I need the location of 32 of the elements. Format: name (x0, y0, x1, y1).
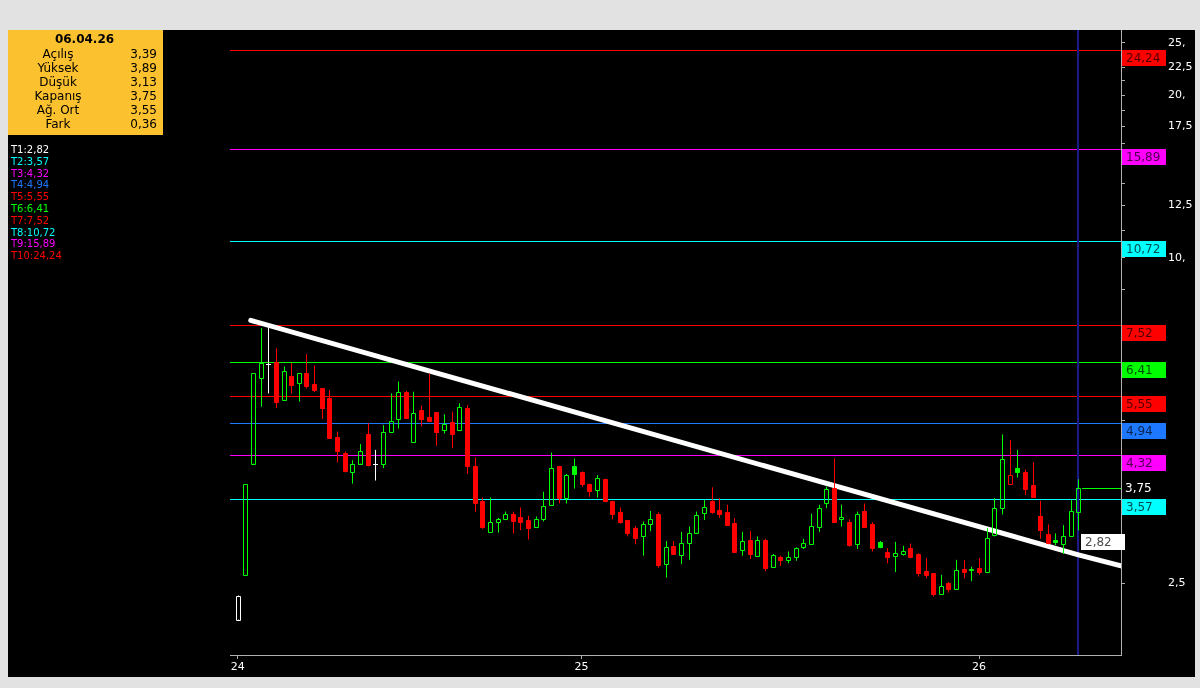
annotation: 5,55 (1126, 396, 1153, 411)
annotation: 4,32 (1126, 455, 1153, 470)
data-label: 2,82 (1085, 534, 1112, 549)
x-tick-label: 24 (230, 660, 245, 674)
annotation: 10,72 (1126, 241, 1161, 256)
annotation: 4,94 (1126, 423, 1153, 438)
annotation: 7,52 (1126, 325, 1153, 340)
annotation: 15,89 (1126, 149, 1161, 164)
ref-line-label: T4:4,94 (11, 179, 51, 192)
y-tick-label: 22,5 (1168, 60, 1193, 74)
y-tick-label: 12,5 (1168, 198, 1193, 212)
annotation: 24,24 (1126, 50, 1161, 65)
ref-line-label: T2:3,57 (11, 155, 51, 168)
ref-line-label: T9:15,89 (11, 238, 57, 251)
y-tick-label: 20, (1168, 88, 1186, 101)
y-tick-label: 10, (1168, 250, 1186, 264)
y-tick-label: 2,5 (1168, 575, 1186, 589)
text: T1:2,82 (11, 144, 51, 156)
ref-line-label: T8:10,72 (11, 226, 57, 239)
y-tick-label: 25, (1168, 35, 1186, 49)
annotation: 6,41 (1126, 362, 1153, 377)
ref-line-label: T10:24,24 (11, 250, 62, 262)
info-panel: 06.04.26 Açılış 3,39 Yüksek 3,89 Düşük 3,13 Kapanış 3,75 Ağ. Ort 3,55 Fark 0,36 (8, 30, 163, 135)
annotation: 3,57 (1126, 499, 1153, 514)
ref-line-label: T3:4,32 (11, 167, 51, 180)
text: 3,75 (1125, 480, 1152, 495)
ref-line-label: T6:6,41 (11, 202, 51, 215)
ref-line-label: T7:7,52 (11, 214, 51, 227)
x-tick-label: 26 (972, 660, 987, 674)
ref-line-label: T5:5,55 (11, 191, 51, 203)
y-tick-label: 17,5 (1168, 119, 1193, 133)
x-tick-label: 25 (574, 660, 589, 674)
